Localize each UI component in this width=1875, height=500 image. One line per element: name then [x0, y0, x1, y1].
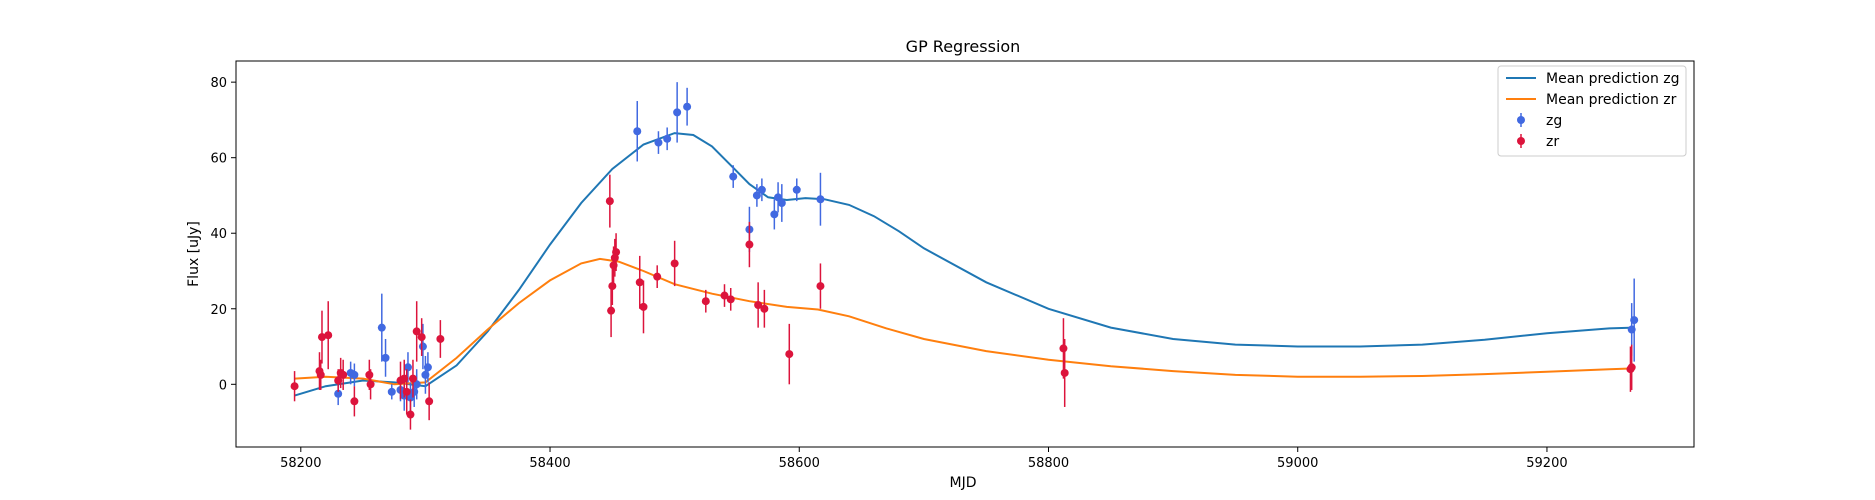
y-tick-label: 0 [219, 378, 227, 393]
data-point-zg [774, 193, 783, 202]
series-zr [290, 174, 1636, 430]
data-point-zr [745, 240, 754, 249]
series-zg [334, 82, 1639, 413]
data-point-zg [757, 185, 766, 194]
y-tick-label: 80 [210, 76, 227, 91]
data-point-zr [653, 272, 662, 281]
data-point-zr [317, 333, 326, 342]
data-point-zr [366, 380, 375, 389]
y-tick-label: 60 [210, 152, 227, 167]
x-axis-label: MJD [950, 475, 977, 491]
data-point-zg [792, 185, 801, 194]
x-tick-label: 58800 [1028, 456, 1069, 471]
data-point-zg [334, 389, 343, 398]
legend-label-zr: zr [1546, 134, 1559, 150]
legend-label-mean-zg: Mean prediction zg [1546, 71, 1680, 87]
legend-label-zg: zg [1546, 113, 1562, 129]
data-point-zr [436, 334, 445, 343]
data-point-zr [754, 300, 763, 309]
data-point-zg [423, 363, 432, 372]
data-point-zr [408, 374, 417, 383]
data-point-zg [654, 138, 663, 147]
data-point-zr [607, 306, 616, 315]
data-point-zr [1059, 344, 1068, 353]
data-point-zr [1627, 363, 1636, 372]
data-point-zg [729, 172, 738, 181]
data-point-zr [608, 282, 617, 291]
legend-label-mean-zr: Mean prediction zr [1546, 92, 1677, 108]
y-axis: 0 20 40 60 80 [210, 76, 236, 393]
data-point-zr [350, 397, 359, 406]
mean-prediction-line-zg [294, 132, 1635, 397]
legend-swatch-zg [1517, 113, 1525, 127]
data-point-zr [612, 248, 621, 257]
data-point-zr [290, 382, 299, 391]
legend-frame [1497, 65, 1687, 157]
plot-content [290, 82, 1639, 430]
axes-frame [235, 60, 1695, 448]
data-point-zr [365, 370, 374, 379]
data-point-zr [1060, 368, 1069, 377]
data-point-zg [377, 323, 386, 332]
legend-swatch-zr [1517, 134, 1525, 148]
data-point-zg [777, 199, 786, 208]
data-point-zr [425, 397, 434, 406]
x-tick-label: 59200 [1526, 456, 1567, 471]
data-point-zr [316, 370, 325, 379]
data-point-zr [670, 259, 679, 268]
data-point-zg [418, 342, 427, 351]
data-point-zr [760, 304, 769, 313]
data-point-zr [605, 197, 614, 206]
data-point-zg [683, 102, 692, 111]
data-point-zg [412, 380, 421, 389]
legend: Mean prediction zg Mean prediction zr zg… [1497, 65, 1687, 157]
data-point-zr [339, 370, 348, 379]
data-point-zr [412, 327, 421, 336]
data-point-zg [663, 134, 672, 143]
data-point-zr [785, 350, 794, 359]
x-tick-label: 59000 [1277, 456, 1318, 471]
data-point-zg [387, 387, 396, 396]
x-tick-label: 58600 [779, 456, 820, 471]
data-point-zg [381, 353, 390, 362]
data-point-zr [639, 302, 648, 311]
data-point-zg [752, 191, 761, 200]
data-point-zr [324, 331, 333, 340]
data-point-zr [726, 295, 735, 304]
y-axis-label: Flux [uJy] [186, 221, 202, 287]
data-point-zr [720, 291, 729, 300]
data-point-zg [350, 370, 359, 379]
data-point-zg [403, 363, 412, 372]
data-point-zr [635, 278, 644, 287]
x-axis: 58200 58400 58600 58800 59000 59200 [280, 447, 1568, 471]
data-point-zg [816, 195, 825, 204]
data-point-zr [406, 410, 415, 419]
y-tick-label: 20 [210, 303, 227, 318]
data-point-zr [816, 282, 825, 291]
data-point-zg [1630, 316, 1639, 325]
x-tick-label: 58400 [529, 456, 570, 471]
mean-prediction-line-zr [294, 257, 1635, 386]
data-point-zr [701, 297, 710, 306]
y-tick-label: 40 [210, 227, 227, 242]
data-point-zr [417, 333, 426, 342]
chart-title: GP Regression [906, 37, 1021, 56]
data-point-zr [402, 387, 411, 396]
data-point-zg [770, 210, 779, 219]
data-point-zg [673, 108, 682, 117]
x-tick-label: 58200 [280, 456, 321, 471]
data-point-zg [633, 127, 642, 136]
